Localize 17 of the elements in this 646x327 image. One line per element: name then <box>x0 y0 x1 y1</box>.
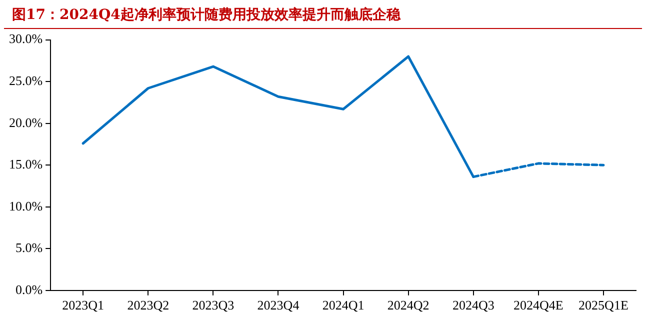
y-tick-label: 10.0% <box>8 198 43 214</box>
x-tick-label: 2025Q1E <box>578 298 628 313</box>
y-tick-label: 20.0% <box>8 114 43 130</box>
y-tick-label: 25.0% <box>8 72 43 88</box>
x-tick-label: 2023Q4 <box>257 298 300 313</box>
x-tick-label: 2024Q3 <box>452 298 494 313</box>
y-tick-label: 5.0% <box>15 240 43 256</box>
y-tick-label: 0.0% <box>15 282 43 297</box>
x-tick-label: 2024Q1 <box>322 298 364 313</box>
x-tick-label: 2024Q2 <box>387 298 430 313</box>
y-tick-label: 30.0% <box>8 31 43 46</box>
chart-title: 图17：2024Q4起净利率预计随费用投放效率提升而触底企稳 <box>4 0 642 29</box>
x-tick-label: 2023Q3 <box>192 298 234 313</box>
x-tick-label: 2023Q1 <box>62 298 104 313</box>
x-tick-label: 2024Q4E <box>514 298 564 313</box>
y-tick-label: 15.0% <box>8 156 43 172</box>
x-tick-label: 2023Q2 <box>127 298 170 313</box>
